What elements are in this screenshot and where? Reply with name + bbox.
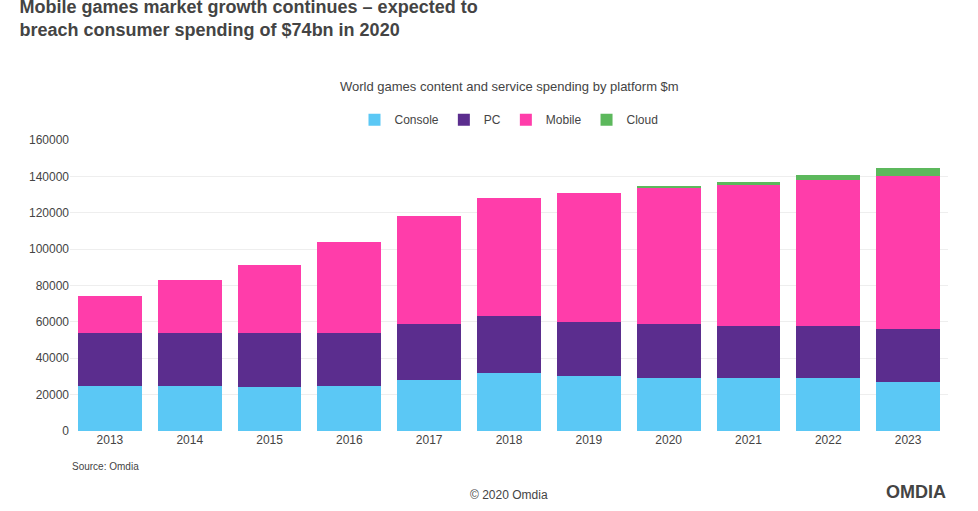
svg-text:© 2020 Omdia: © 2020 Omdia (470, 488, 548, 502)
svg-text:2014: 2014 (176, 433, 203, 447)
svg-text:Mobile: Mobile (546, 113, 582, 127)
svg-text:PC: PC (484, 113, 501, 127)
svg-text:80000: 80000 (36, 279, 70, 293)
svg-text:World games content and servic: World games content and service spending… (340, 79, 679, 94)
svg-text:Cloud: Cloud (627, 113, 658, 127)
svg-text:2017: 2017 (416, 433, 443, 447)
svg-text:2018: 2018 (496, 433, 523, 447)
svg-text:Console: Console (395, 113, 439, 127)
svg-text:2021: 2021 (735, 433, 762, 447)
svg-text:20000: 20000 (36, 388, 70, 402)
svg-text:OMDIA: OMDIA (886, 482, 946, 502)
svg-text:2013: 2013 (97, 433, 124, 447)
svg-text:Source: Omdia: Source: Omdia (72, 461, 139, 472)
svg-text:2020: 2020 (655, 433, 682, 447)
svg-text:40000: 40000 (36, 351, 70, 365)
svg-text:Mobile games market growth con: Mobile games market growth continues – e… (20, 0, 478, 40)
svg-text:160000: 160000 (29, 133, 69, 147)
svg-text:0: 0 (62, 424, 69, 438)
svg-text:2023: 2023 (895, 433, 922, 447)
svg-text:60000: 60000 (36, 315, 70, 329)
svg-text:2019: 2019 (575, 433, 602, 447)
svg-text:100000: 100000 (29, 242, 69, 256)
svg-text:2016: 2016 (336, 433, 363, 447)
svg-text:140000: 140000 (29, 170, 69, 184)
svg-text:2015: 2015 (256, 433, 283, 447)
svg-text:2022: 2022 (815, 433, 842, 447)
svg-text:120000: 120000 (29, 206, 69, 220)
